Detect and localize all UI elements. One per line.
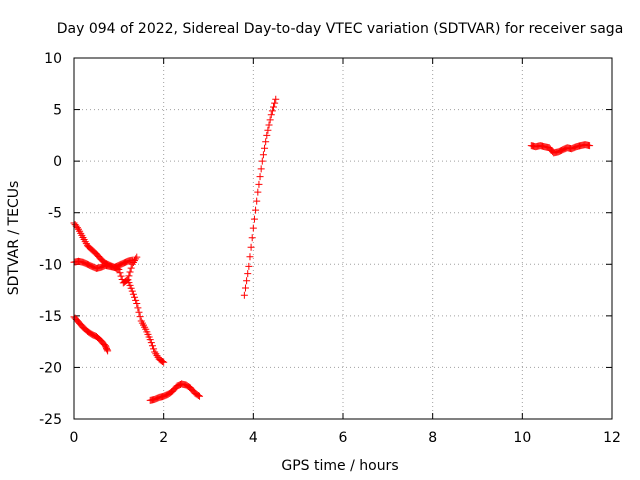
data-point	[266, 116, 274, 124]
data-point	[128, 256, 136, 264]
data-point	[240, 291, 248, 299]
data-point	[271, 99, 279, 107]
y-tick-label: -20	[39, 360, 62, 376]
data-point	[127, 264, 135, 272]
data-point	[259, 151, 267, 159]
x-tick-label: 0	[70, 430, 79, 446]
data-point	[160, 358, 168, 366]
y-tick-label: -15	[39, 309, 62, 325]
grid-lines	[74, 58, 612, 419]
data-points	[70, 95, 594, 404]
x-tick-label: 12	[603, 430, 621, 446]
data-point	[116, 269, 124, 277]
data-point	[153, 352, 161, 360]
y-tick-label: -5	[48, 206, 62, 222]
data-point	[126, 281, 134, 289]
data-point	[586, 142, 594, 150]
data-point	[133, 299, 141, 307]
data-point	[136, 313, 144, 321]
data-point	[248, 234, 256, 242]
y-axis-title: SDTVAR / TECUs	[6, 181, 22, 296]
data-point	[268, 107, 276, 115]
data-point	[250, 215, 258, 223]
data-point	[128, 287, 136, 295]
series-arc-2	[70, 256, 136, 272]
x-axis-title: GPS time / hours	[281, 458, 398, 474]
data-point	[150, 345, 158, 353]
y-tick-labels: -25 -20 -15 -10 -5 0 5 10	[39, 51, 62, 428]
data-point	[272, 95, 280, 103]
data-point	[104, 347, 112, 355]
data-point	[132, 296, 140, 304]
data-point	[270, 103, 278, 111]
data-point	[244, 270, 252, 278]
series-arc-1	[70, 219, 141, 287]
data-point	[252, 206, 260, 214]
data-point	[243, 277, 251, 285]
data-point	[159, 357, 167, 365]
data-point	[194, 392, 202, 400]
data-point	[257, 165, 265, 173]
series-arc-3	[70, 313, 112, 355]
data-point	[253, 197, 261, 205]
data-point	[254, 188, 262, 196]
y-tick-label: -10	[39, 257, 62, 273]
data-point	[133, 253, 141, 261]
data-point	[151, 348, 159, 356]
data-point	[264, 126, 272, 134]
x-tick-label: 4	[249, 430, 258, 446]
data-point	[125, 279, 133, 287]
data-point	[196, 392, 204, 400]
data-point	[261, 144, 269, 152]
series-arc-7	[527, 141, 594, 157]
data-point	[152, 350, 160, 358]
data-point	[127, 284, 135, 292]
series-arc-6	[240, 95, 280, 299]
x-tick-label: 8	[428, 430, 437, 446]
data-point	[124, 276, 132, 284]
data-point	[263, 131, 271, 139]
data-point	[103, 346, 111, 354]
data-point	[73, 224, 81, 232]
y-tick-label: -25	[39, 412, 62, 428]
x-tick-label: 2	[159, 430, 168, 446]
data-point	[241, 284, 249, 292]
data-point	[245, 262, 253, 270]
chart-title: Day 094 of 2022, Sidereal Day-to-day VTE…	[57, 21, 624, 37]
data-point	[267, 111, 275, 119]
data-point	[132, 255, 140, 263]
data-point	[126, 268, 134, 276]
data-point	[258, 157, 266, 165]
y-tick-label: 5	[53, 103, 62, 119]
data-point	[249, 224, 257, 232]
data-point	[131, 293, 139, 301]
data-point	[148, 342, 156, 350]
data-point	[125, 272, 133, 280]
data-point	[262, 138, 270, 146]
y-tick-label: 10	[44, 51, 62, 67]
data-point	[265, 121, 273, 129]
data-point	[117, 272, 125, 280]
series-arc-5	[146, 380, 204, 404]
data-point	[246, 253, 254, 261]
data-point	[147, 339, 155, 347]
y-tick-label: 0	[53, 154, 62, 170]
x-tick-label: 6	[339, 430, 348, 446]
data-point	[247, 243, 255, 251]
data-point	[129, 290, 137, 298]
x-tick-label: 10	[513, 430, 531, 446]
data-point	[135, 308, 143, 316]
data-point	[256, 173, 264, 181]
x-tick-labels: 0 2 4 6 8 10 12	[70, 430, 621, 446]
data-point	[146, 336, 154, 344]
plot-frame	[73, 57, 613, 420]
data-point	[134, 304, 142, 312]
series-arc-4	[124, 276, 168, 366]
data-point	[255, 180, 263, 188]
